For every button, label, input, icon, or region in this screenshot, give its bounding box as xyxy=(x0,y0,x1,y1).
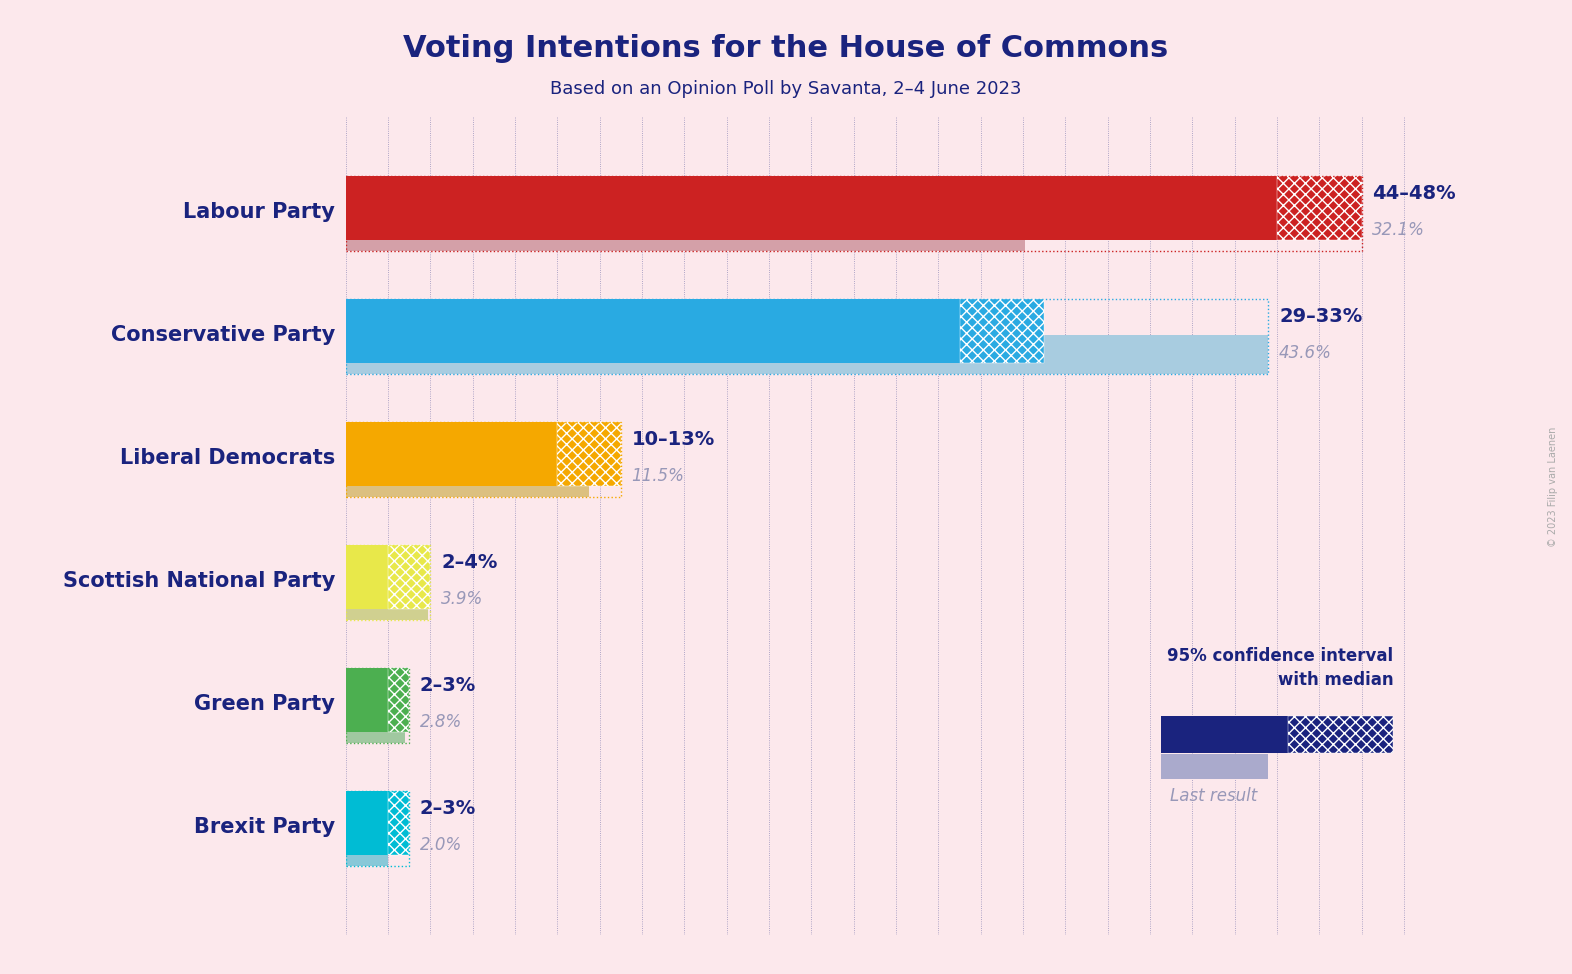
Text: Last result: Last result xyxy=(1170,787,1258,805)
Bar xyxy=(346,335,1269,374)
Bar xyxy=(558,422,621,486)
Bar xyxy=(346,581,428,620)
Text: 10–13%: 10–13% xyxy=(632,430,715,449)
Bar xyxy=(388,791,409,855)
Bar xyxy=(1287,716,1393,753)
Bar xyxy=(1276,176,1361,240)
Text: 2–3%: 2–3% xyxy=(420,799,476,818)
Text: 95% confidence interval
with median: 95% confidence interval with median xyxy=(1168,648,1393,689)
Text: Scottish National Party: Scottish National Party xyxy=(63,571,335,590)
Text: 3.9%: 3.9% xyxy=(442,590,483,608)
Bar xyxy=(346,176,1276,240)
Bar xyxy=(346,299,1269,374)
Bar xyxy=(346,422,558,486)
Text: Liberal Democrats: Liberal Democrats xyxy=(119,448,335,468)
Bar xyxy=(346,176,1361,251)
Bar xyxy=(346,458,590,497)
Bar xyxy=(346,827,388,866)
Bar xyxy=(346,668,388,732)
Bar xyxy=(346,211,1025,251)
Text: 11.5%: 11.5% xyxy=(632,468,684,485)
Bar xyxy=(1160,754,1269,779)
Text: 2.0%: 2.0% xyxy=(420,837,462,854)
Text: Brexit Party: Brexit Party xyxy=(193,817,335,837)
Text: © 2023 Filip van Laenen: © 2023 Filip van Laenen xyxy=(1548,427,1558,547)
Bar xyxy=(388,545,431,609)
Text: 44–48%: 44–48% xyxy=(1372,184,1456,203)
Bar xyxy=(346,704,406,743)
Bar xyxy=(346,668,409,743)
Text: Green Party: Green Party xyxy=(195,693,335,714)
Text: Based on an Opinion Poll by Savanta, 2–4 June 2023: Based on an Opinion Poll by Savanta, 2–4… xyxy=(550,80,1022,97)
Text: 29–33%: 29–33% xyxy=(1280,307,1363,325)
Text: 32.1%: 32.1% xyxy=(1372,221,1426,239)
Bar xyxy=(346,299,959,363)
Text: 2–3%: 2–3% xyxy=(420,676,476,694)
Text: Voting Intentions for the House of Commons: Voting Intentions for the House of Commo… xyxy=(404,34,1168,63)
Bar xyxy=(1160,716,1287,753)
Bar xyxy=(346,422,621,497)
Bar xyxy=(346,545,388,609)
Text: 2.8%: 2.8% xyxy=(420,713,462,731)
Text: Conservative Party: Conservative Party xyxy=(112,324,335,345)
Text: Labour Party: Labour Party xyxy=(184,202,335,222)
Bar xyxy=(959,299,1044,363)
Bar xyxy=(346,791,409,866)
Text: 2–4%: 2–4% xyxy=(442,553,497,572)
Bar xyxy=(346,791,388,855)
Bar xyxy=(388,668,409,732)
Text: 43.6%: 43.6% xyxy=(1280,344,1331,362)
Bar xyxy=(346,545,431,620)
